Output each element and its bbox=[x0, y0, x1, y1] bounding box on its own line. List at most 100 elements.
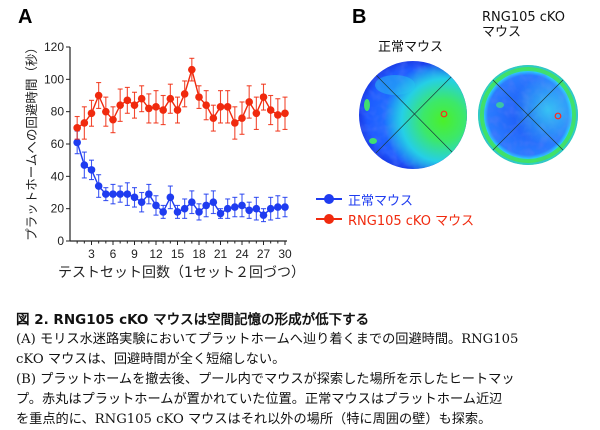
data-point bbox=[123, 190, 132, 198]
data-point bbox=[87, 109, 96, 118]
data-point bbox=[266, 204, 275, 213]
legend-label-cko: RNG105 cKO マウス bbox=[348, 213, 475, 229]
heatmap-cko bbox=[478, 65, 578, 165]
line-chart: 0 20 40 60 80 100 120 3 6 9 12 15 18 21 24 27 30 テストセット回数… bbox=[24, 40, 305, 281]
data-point bbox=[231, 203, 239, 211]
data-point bbox=[195, 208, 203, 216]
y-tick-label: 60 bbox=[51, 137, 65, 151]
y-tick-label: 20 bbox=[51, 202, 65, 216]
data-point bbox=[166, 94, 175, 103]
x-tick-label: 3 bbox=[88, 247, 95, 261]
data-point bbox=[137, 94, 146, 103]
heatmap-title-cko: RNG105 cKO マウス bbox=[482, 10, 565, 40]
data-point bbox=[281, 203, 289, 211]
data-point bbox=[94, 182, 103, 190]
heatmap-title-cko-line2: マウス bbox=[482, 25, 522, 40]
data-point bbox=[259, 211, 268, 219]
caption-line: cKO マウスは、回避時間が全く短縮しない。 bbox=[16, 352, 286, 367]
chart-legend: 正常マウス RNG105 cKO マウス bbox=[316, 189, 474, 229]
data-point bbox=[152, 103, 160, 111]
data-point bbox=[281, 109, 289, 118]
heatmap-normal bbox=[359, 61, 467, 169]
y-tick-label: 80 bbox=[51, 105, 65, 119]
x-tick-label: 15 bbox=[171, 247, 185, 261]
data-point bbox=[166, 193, 175, 202]
data-point bbox=[87, 166, 96, 174]
caption-line: を重点的に、RNG105 cKO マウスはそれ以外の場所（特に周囲の壁）も探索。 bbox=[16, 412, 492, 427]
data-point bbox=[73, 124, 81, 132]
caption-line: (B) プラットホームを撤去後、プール内でマウスが探索した場所を示したヒートマッ bbox=[16, 372, 515, 387]
data-point bbox=[274, 111, 282, 119]
data-point bbox=[216, 103, 225, 111]
data-point bbox=[73, 138, 81, 147]
platform-marker-cko bbox=[554, 112, 562, 120]
series-line-0 bbox=[76, 142, 285, 217]
data-point bbox=[173, 106, 182, 114]
data-point bbox=[130, 101, 139, 109]
data-point bbox=[245, 98, 253, 106]
y-tick-label: 120 bbox=[44, 40, 64, 54]
y-tick-label: 0 bbox=[57, 234, 64, 248]
x-axis-label: テストセット回数（1セット２回づつ） bbox=[58, 265, 305, 281]
figure-caption: 図 2. RNG105 cKO マウスは空間記憶の形成が低下する (A) モリス… bbox=[16, 310, 591, 430]
caption-line: (A) モリス水迷路実験においてプラットホームへ辿り着くまでの回避時間。RNG1… bbox=[16, 332, 519, 347]
data-point bbox=[152, 201, 160, 210]
data-point bbox=[259, 93, 268, 101]
caption-title: 図 2. RNG105 cKO マウスは空間記憶の形成が低下する bbox=[16, 312, 370, 328]
y-axis-label: プラットホームへの回避時間（秒） bbox=[24, 41, 39, 241]
data-point bbox=[238, 114, 246, 122]
data-point bbox=[145, 104, 153, 113]
legend-item-cko: RNG105 cKO マウス bbox=[316, 209, 474, 229]
data-point bbox=[94, 91, 103, 100]
heatmap-title-normal-line: 正常マウス bbox=[378, 40, 444, 55]
data-point bbox=[102, 190, 110, 198]
x-tick-label: 9 bbox=[131, 247, 138, 261]
data-point bbox=[231, 119, 239, 127]
data-point bbox=[223, 103, 232, 111]
data-point bbox=[159, 208, 167, 216]
data-point bbox=[188, 65, 196, 74]
x-tick-label: 21 bbox=[214, 247, 228, 261]
data-point bbox=[109, 115, 117, 124]
x-tick-label: 6 bbox=[110, 247, 117, 261]
y-tick-label: 40 bbox=[51, 169, 65, 183]
data-point bbox=[188, 198, 196, 206]
x-tick-label: 30 bbox=[278, 247, 292, 261]
data-point bbox=[80, 119, 89, 127]
heatmap-title-normal: 正常マウス bbox=[378, 40, 443, 55]
x-tick-label: 27 bbox=[257, 247, 271, 261]
data-point bbox=[209, 198, 218, 206]
data-point bbox=[252, 204, 261, 213]
legend-label-normal: 正常マウス bbox=[348, 193, 414, 209]
data-point bbox=[266, 106, 275, 114]
data-point bbox=[202, 101, 210, 109]
x-tick-label: 24 bbox=[235, 247, 249, 261]
platform-marker-normal bbox=[440, 110, 448, 118]
data-point bbox=[116, 190, 124, 198]
data-point bbox=[116, 101, 124, 109]
x-tick-label: 18 bbox=[192, 247, 206, 261]
x-tick-label: 12 bbox=[149, 247, 163, 261]
data-point bbox=[145, 190, 153, 198]
series-line-1 bbox=[76, 67, 286, 129]
data-point bbox=[245, 206, 253, 215]
data-point bbox=[130, 193, 139, 202]
data-point bbox=[209, 114, 218, 122]
heatmap-title-cko-line1: RNG105 cKO bbox=[482, 10, 565, 25]
caption-line: プ。赤丸はプラットホームが置かれていた位置。正常マウスはプラットホーム近辺 bbox=[16, 392, 503, 407]
data-point bbox=[274, 203, 282, 211]
data-point bbox=[137, 198, 146, 206]
data-point bbox=[109, 190, 117, 198]
data-point bbox=[202, 201, 210, 210]
data-point bbox=[252, 109, 261, 118]
legend-item-normal: 正常マウス bbox=[316, 189, 474, 209]
heatmaps bbox=[359, 61, 578, 169]
data-point bbox=[180, 90, 189, 98]
panel-b-label: B bbox=[352, 6, 367, 28]
data-point bbox=[195, 93, 203, 101]
data-point bbox=[238, 201, 246, 210]
y-tick-label: 100 bbox=[44, 72, 64, 86]
legend-swatch-cko bbox=[316, 214, 342, 224]
data-point bbox=[180, 204, 189, 213]
legend-swatch-normal bbox=[316, 194, 342, 204]
